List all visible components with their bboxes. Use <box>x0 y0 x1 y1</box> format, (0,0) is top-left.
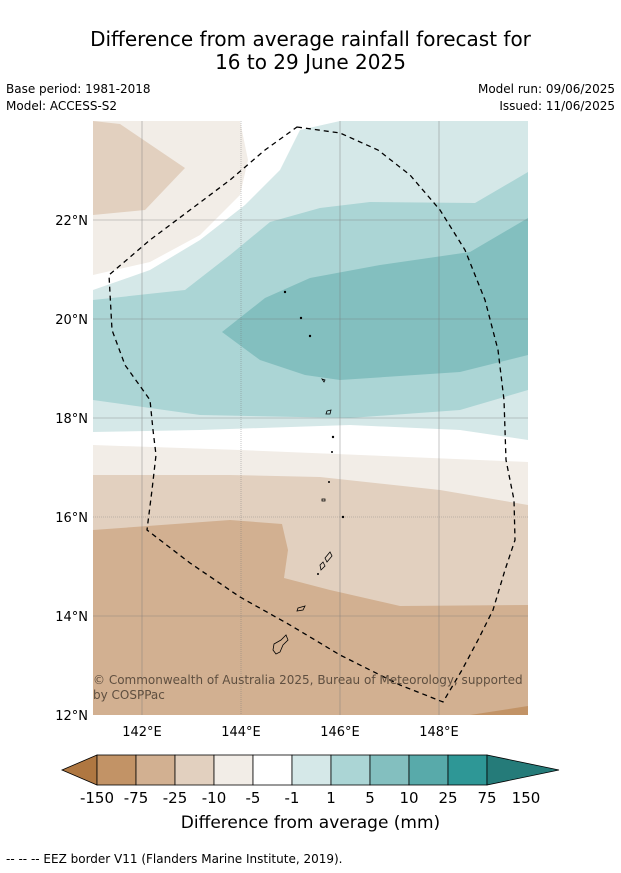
colorbar-tick-label: -150 <box>80 789 114 807</box>
colorbar-tick-label: -5 <box>246 789 261 807</box>
colorbar-tick-label: 10 <box>399 789 418 807</box>
colorbar-tick-label: -75 <box>124 789 149 807</box>
colorbar-ticks: -150 -75 -25 -10 -5 -1 1 5 10 25 75 150 <box>80 789 540 807</box>
lon-axis: 142°E 144°E 146°E 148°E <box>122 725 459 740</box>
colorbar-title: Difference from average (mm) <box>0 813 621 833</box>
lon-label: 146°E <box>320 725 360 740</box>
colorbar-segment <box>97 755 136 785</box>
island-asuncion <box>309 335 311 337</box>
colorbar-tick-label: 1 <box>326 789 336 807</box>
colorbar-segment <box>136 755 175 785</box>
colorbar-extend-high <box>487 755 559 785</box>
colorbar-tick-label: -25 <box>163 789 188 807</box>
colorbar <box>62 755 559 785</box>
lat-label: 12°N <box>55 709 88 724</box>
lon-label: 142°E <box>122 725 162 740</box>
colorbar-tick-label: 25 <box>438 789 457 807</box>
colorbar-segment <box>409 755 448 785</box>
lat-label: 20°N <box>55 313 88 328</box>
eez-legend: -- -- -- EEZ border V11 (Flanders Marine… <box>6 852 343 866</box>
map-fill-layer <box>93 121 528 715</box>
colorbar-segment <box>370 755 409 785</box>
island-sarigan <box>328 481 329 482</box>
copyright-line2: by COSPPac <box>93 688 165 702</box>
colorbar-tick-label: 150 <box>512 789 541 807</box>
island-maug <box>300 317 302 319</box>
island-aguijan <box>317 573 318 574</box>
colorbar-segment <box>253 755 292 785</box>
colorbar-segment <box>292 755 331 785</box>
island-alamagan <box>332 436 334 438</box>
lat-axis: 22°N 20°N 18°N 16°N 14°N 12°N <box>55 214 88 724</box>
colorbar-segment <box>214 755 253 785</box>
lat-label: 14°N <box>55 610 88 625</box>
lon-label: 144°E <box>221 725 261 740</box>
island-farallon-medinilla <box>342 516 344 518</box>
island-guguan <box>331 451 332 452</box>
colorbar-tick-label: -10 <box>202 789 227 807</box>
colorbar-segment <box>331 755 370 785</box>
colorbar-tick-label: 5 <box>365 789 375 807</box>
lat-label: 22°N <box>55 214 88 229</box>
colorbar-extend-low <box>62 755 97 785</box>
lon-label: 148°E <box>419 725 459 740</box>
lat-label: 16°N <box>55 511 88 526</box>
colorbar-segment <box>175 755 214 785</box>
colorbar-tick-label: 75 <box>477 789 496 807</box>
copyright-line1: © Commonwealth of Australia 2025, Bureau… <box>93 673 523 687</box>
colorbar-tick-label: -1 <box>285 789 300 807</box>
lat-label: 18°N <box>55 412 88 427</box>
rainfall-map: 22°N 20°N 18°N 16°N 14°N 12°N 142°E 144°… <box>0 0 621 873</box>
island-farallon <box>284 291 286 293</box>
colorbar-segment <box>448 755 487 785</box>
